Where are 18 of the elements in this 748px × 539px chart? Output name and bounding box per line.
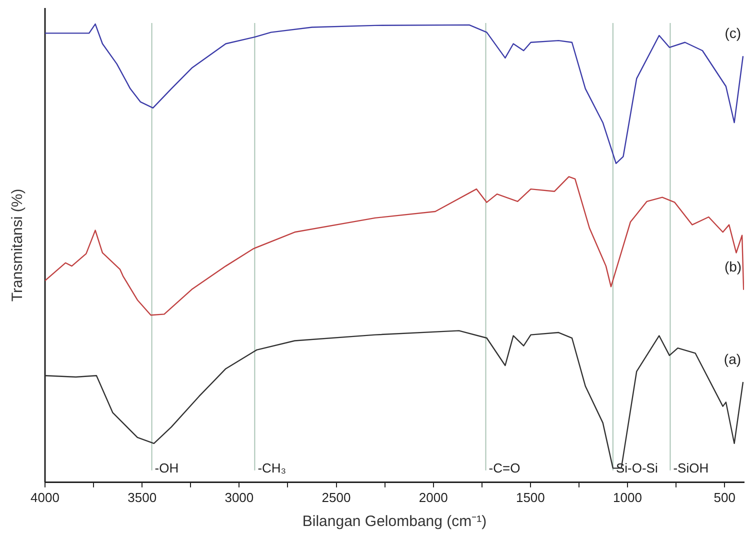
ref-line-label: -OH xyxy=(154,460,179,476)
series-label: (c) xyxy=(724,24,742,41)
series-label: (b) xyxy=(724,258,742,275)
x-tick-label: 3000 xyxy=(224,490,254,505)
series-label: (a) xyxy=(724,350,742,367)
ref-line-label: -SiOH xyxy=(673,460,709,476)
x-tick-label: 4000 xyxy=(30,490,60,505)
x-tick-label: 2500 xyxy=(322,490,351,505)
y-axis-title: Transmitansi (%) xyxy=(9,188,26,302)
x-tick-label: 1000 xyxy=(613,490,642,505)
ref-line-label: -C=O xyxy=(488,460,520,476)
ref-line-label: Si-O-Si xyxy=(616,460,658,476)
x-tick-label: 1500 xyxy=(516,490,545,505)
x-tick-label: 3500 xyxy=(128,490,157,505)
x-axis-title: Bilangan Gelombang (cm⁻¹) xyxy=(302,513,487,530)
x-tick-label: 2000 xyxy=(418,490,448,505)
ref-line-label: -CH₃ xyxy=(258,460,286,476)
x-tick-label: 500 xyxy=(714,490,736,505)
